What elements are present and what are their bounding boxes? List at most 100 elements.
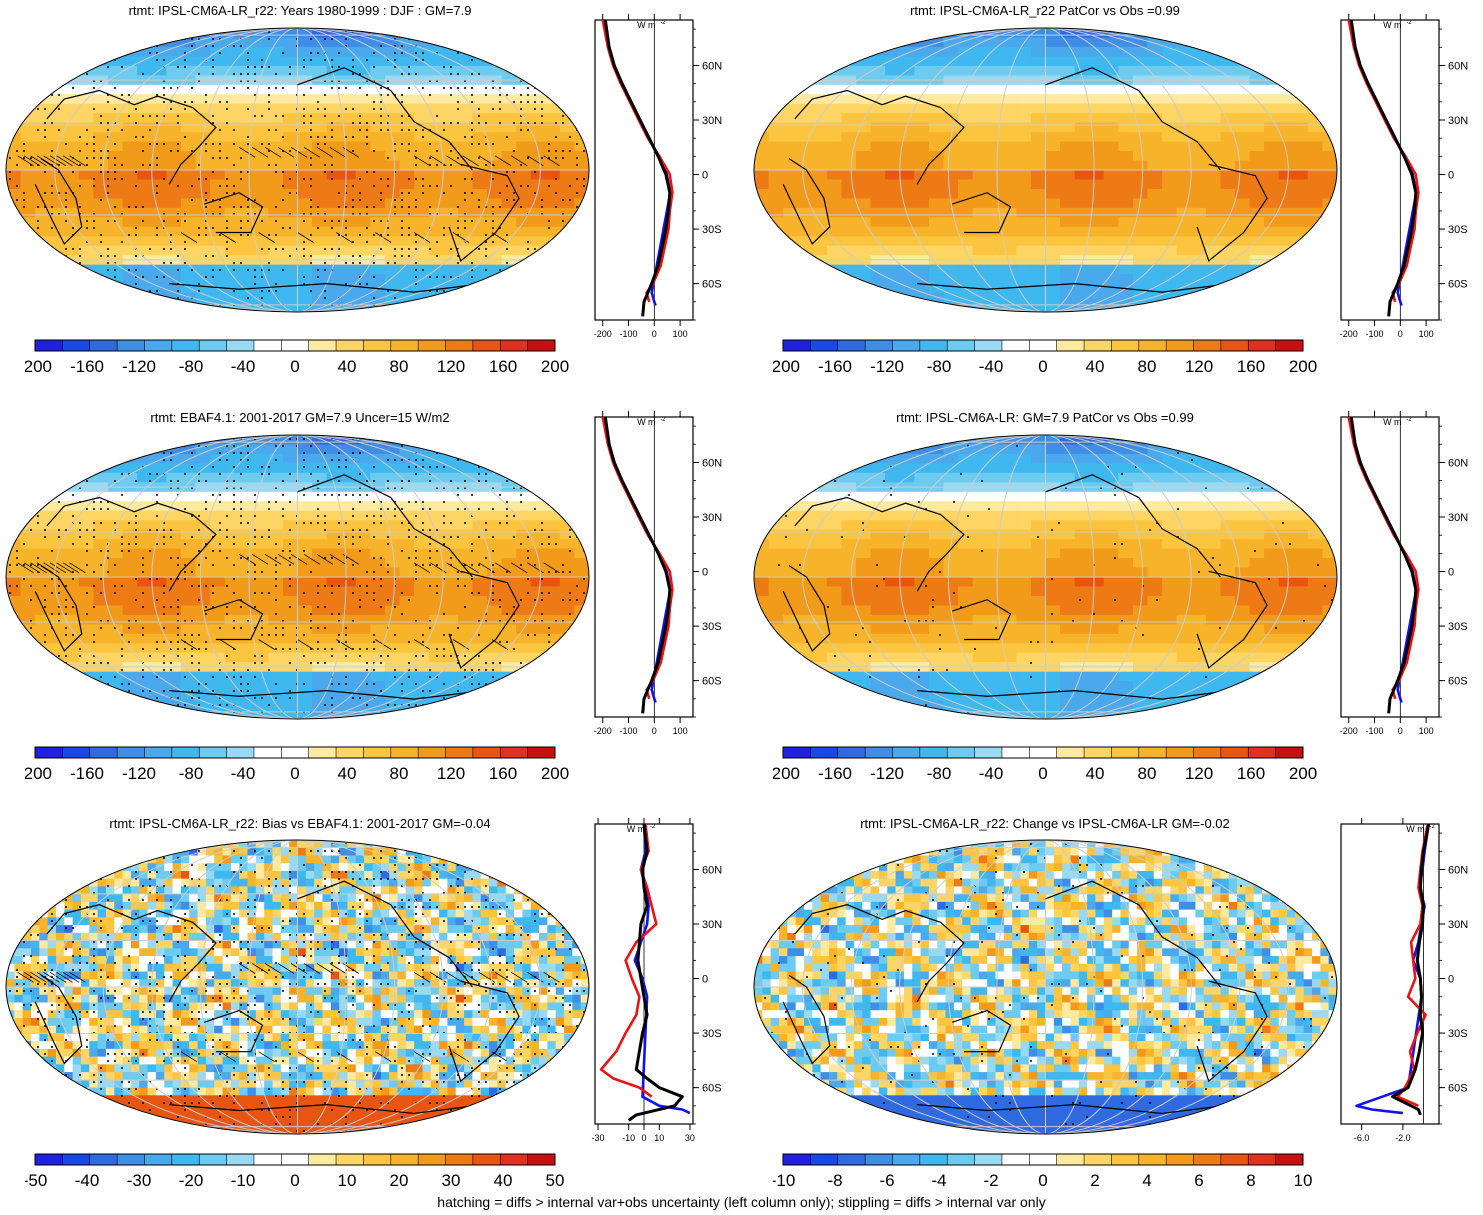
map-cell (297, 122, 313, 133)
stipple-dot (471, 178, 473, 180)
map-cell (914, 113, 930, 124)
stipple-dot (303, 115, 305, 117)
stipple-dot (135, 255, 137, 257)
map-cell (443, 28, 459, 39)
map-cell (78, 207, 95, 218)
map-cell (1264, 28, 1280, 39)
stipple-dot (198, 31, 200, 33)
stipple-dot (534, 108, 536, 110)
stipple-dot (359, 199, 361, 201)
map-cell (1234, 226, 1251, 237)
map-panel (5, 434, 590, 720)
map-cell (559, 302, 576, 312)
map-cell (958, 46, 974, 57)
map-cell (151, 226, 167, 237)
map-cell (78, 605, 95, 616)
colorbar-swatch (1001, 340, 1030, 351)
map-cell (1147, 84, 1163, 95)
map-cell (768, 65, 784, 76)
x-tick-label: -200 (594, 329, 612, 339)
stipple-dot (359, 255, 361, 257)
stipple-dot (352, 73, 354, 75)
stipple-dot (415, 52, 417, 54)
coastline (169, 282, 485, 293)
stipple-dot (527, 129, 529, 131)
map-cell (1191, 207, 1207, 218)
map-cell (870, 103, 886, 114)
map-cell (797, 170, 813, 181)
map-cell (943, 188, 959, 199)
stipple-dot (345, 220, 347, 222)
map-cell (399, 274, 415, 285)
stipple-dot (9, 234, 11, 236)
map-cell (943, 113, 959, 124)
map-cell (384, 46, 401, 57)
map-cell (486, 624, 503, 635)
stipple-dot (275, 234, 277, 236)
hatch-line (258, 232, 275, 243)
stipple-dot (338, 87, 340, 89)
map-cell (282, 113, 299, 124)
colorbar-swatch (199, 340, 227, 351)
map-cell (195, 501, 211, 512)
map-cell (1045, 56, 1061, 67)
map-cell (137, 624, 153, 635)
stipple-dot (534, 262, 536, 264)
map-cell (239, 595, 255, 606)
map-cell (282, 226, 299, 237)
map-cell (195, 614, 211, 625)
map-cell (1249, 122, 1265, 133)
map-cell (6, 605, 22, 616)
map-cell (1060, 28, 1076, 39)
map-cell (856, 188, 872, 199)
stipple-dot (352, 108, 354, 110)
stipple-dot (233, 143, 235, 145)
map-cell (326, 605, 342, 616)
map-cell (253, 274, 269, 285)
map-cell (282, 151, 299, 162)
stipple-dot (268, 248, 270, 250)
map-cell (180, 245, 197, 256)
map-cell (472, 264, 488, 275)
stipple-dot (485, 290, 487, 292)
map-cell (1162, 56, 1178, 67)
map-cell (1016, 56, 1032, 67)
stipple-dot (107, 255, 109, 257)
map-cell (870, 113, 886, 124)
map-cell (826, 103, 843, 114)
stipple-dot (23, 66, 25, 68)
stipple-dot (310, 206, 312, 208)
stipple-dot (275, 115, 277, 117)
map-cell (195, 103, 211, 114)
stipple-dot (205, 199, 207, 201)
map-cell (195, 444, 211, 455)
map-cell (1074, 236, 1090, 247)
map-cell (1016, 245, 1032, 256)
map-cell (428, 28, 444, 39)
map-cell (987, 245, 1003, 256)
map-cell (501, 671, 517, 682)
map-cell (914, 302, 930, 312)
map-cell (1191, 170, 1207, 181)
stipple-dot (37, 59, 39, 61)
hatch-line (30, 155, 47, 167)
map-cell (1205, 37, 1221, 48)
map-cell (341, 151, 357, 162)
map-cell (253, 122, 269, 133)
map-cell (78, 56, 95, 67)
stipple-dot (380, 122, 382, 124)
map-cell (1074, 122, 1090, 133)
stipple-dot (149, 31, 151, 33)
stipple-dot (450, 150, 452, 152)
stipple-dot (492, 206, 494, 208)
map-cell (856, 103, 872, 114)
stipple-dot (142, 220, 144, 222)
colorbar-swatch (117, 340, 145, 351)
stipple-dot (450, 122, 452, 124)
map-cell (370, 170, 386, 181)
map-cell (414, 188, 430, 199)
map-cell (545, 160, 561, 171)
map-cell (1205, 151, 1221, 162)
map-cell (195, 113, 211, 124)
map-cell (545, 491, 561, 502)
